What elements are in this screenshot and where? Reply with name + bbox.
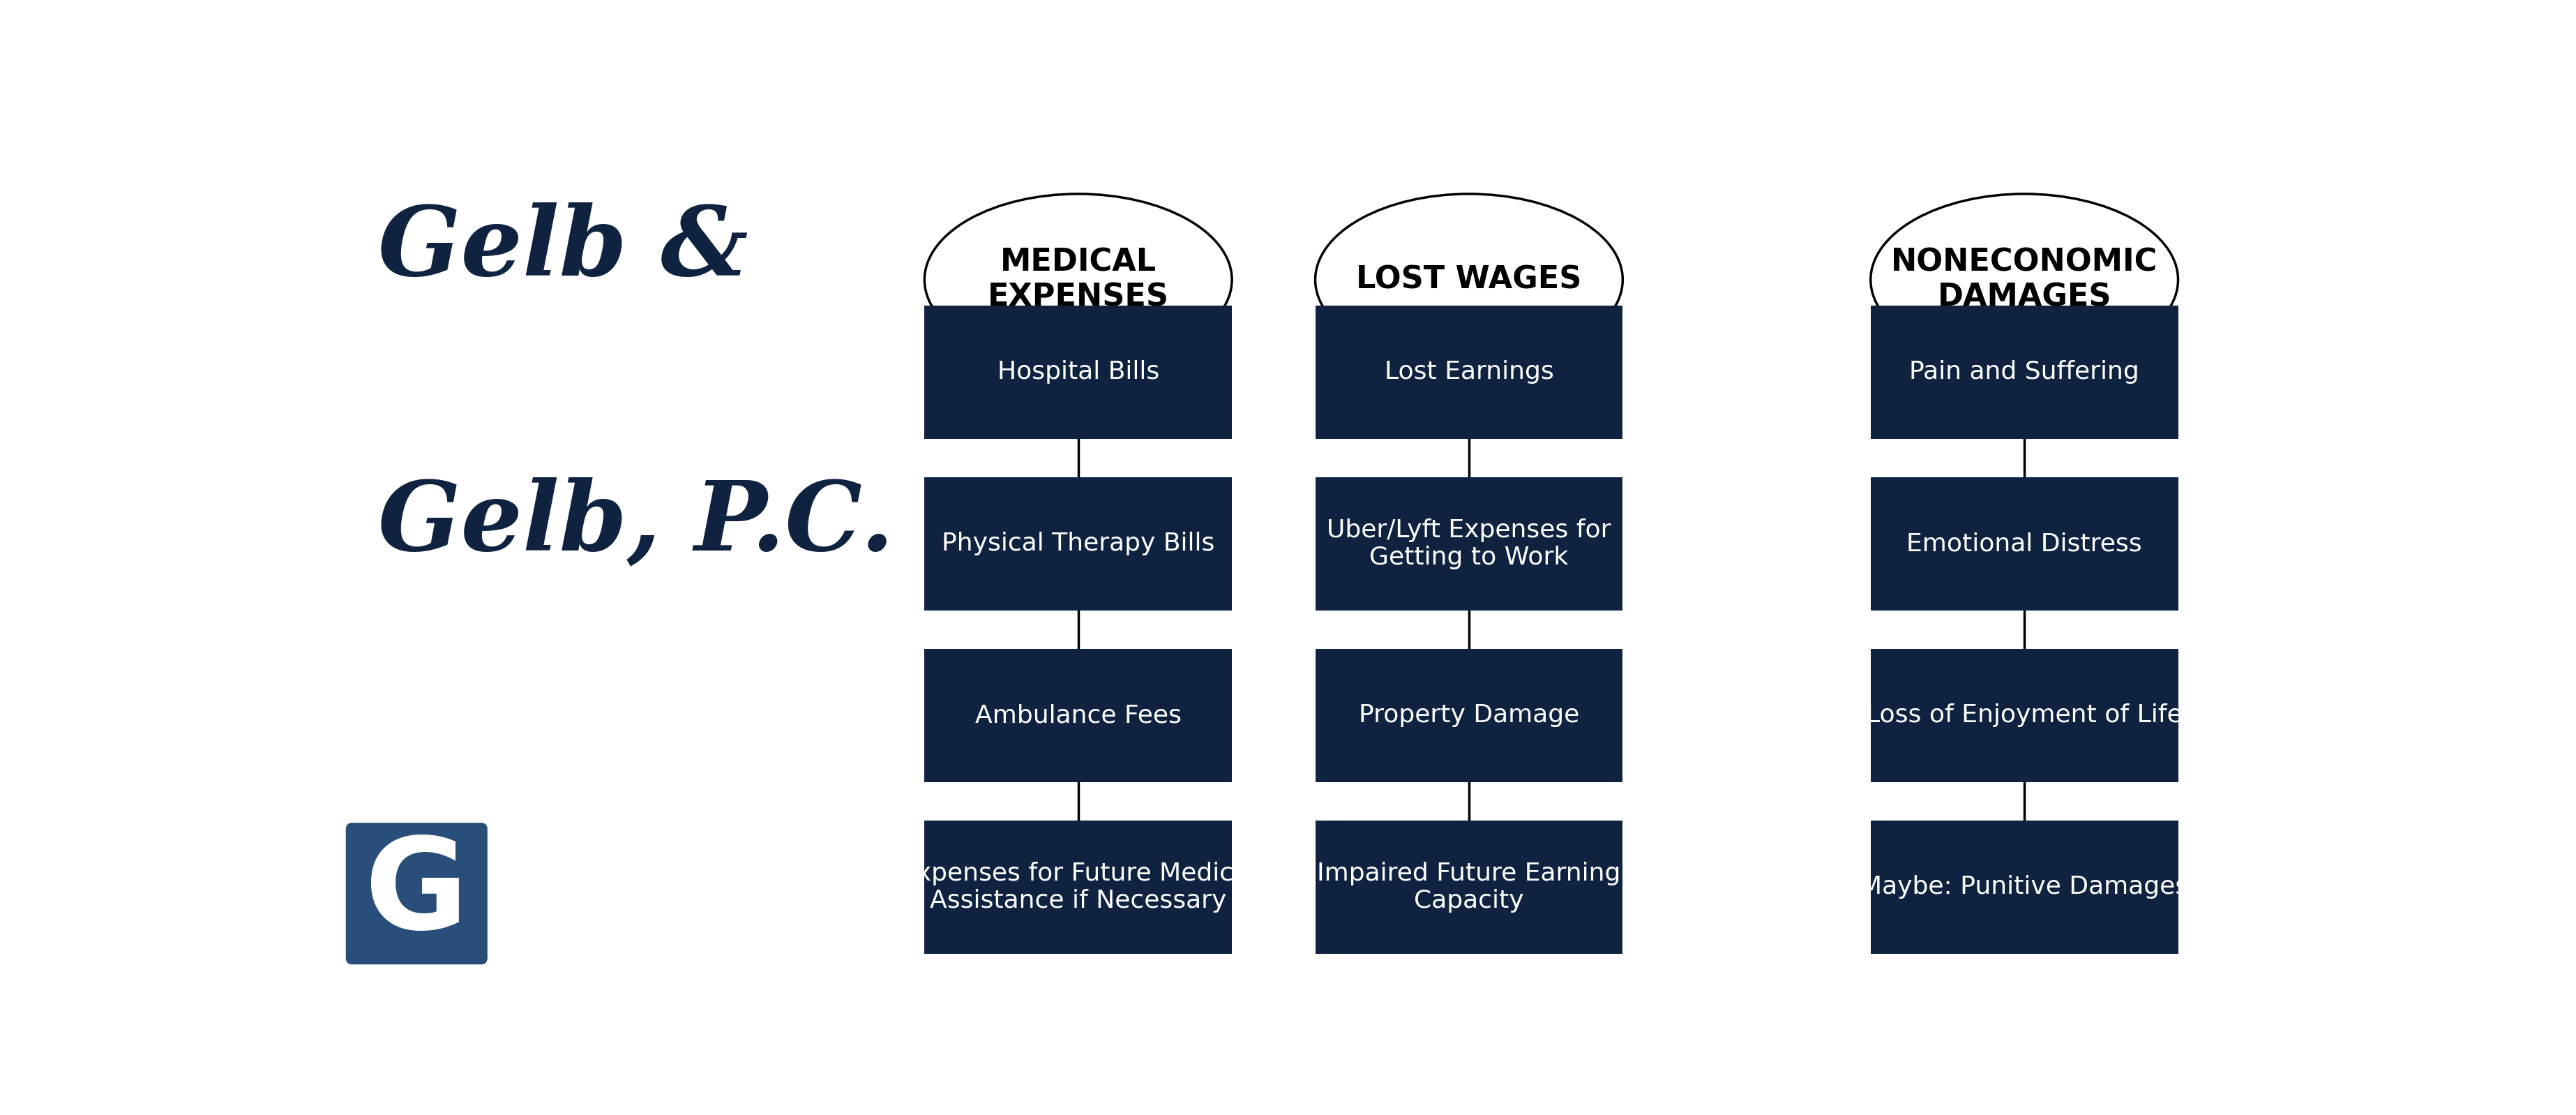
Text: Emotional Distress: Emotional Distress xyxy=(1906,532,2143,555)
FancyBboxPatch shape xyxy=(925,477,1231,610)
Text: G: G xyxy=(366,832,469,956)
FancyBboxPatch shape xyxy=(1870,477,2179,610)
FancyBboxPatch shape xyxy=(345,823,487,964)
Text: Impaired Future Earning
Capacity: Impaired Future Earning Capacity xyxy=(1316,862,1620,913)
FancyBboxPatch shape xyxy=(925,649,1231,782)
Text: Maybe: Punitive Damages: Maybe: Punitive Damages xyxy=(1860,875,2190,899)
Text: MEDICAL
EXPENSES: MEDICAL EXPENSES xyxy=(987,248,1170,312)
Text: Expenses for Future Medical
Assistance if Necessary: Expenses for Future Medical Assistance i… xyxy=(902,862,1255,913)
Ellipse shape xyxy=(925,194,1231,366)
FancyBboxPatch shape xyxy=(1870,306,2179,438)
FancyBboxPatch shape xyxy=(1870,649,2179,782)
Text: Gelb, P.C.: Gelb, P.C. xyxy=(379,477,894,571)
Text: Property Damage: Property Damage xyxy=(1358,704,1579,727)
Text: LOST WAGES: LOST WAGES xyxy=(1355,264,1582,294)
FancyBboxPatch shape xyxy=(1316,821,1623,953)
FancyBboxPatch shape xyxy=(1870,821,2179,953)
Text: Loss of Enjoyment of Life: Loss of Enjoyment of Life xyxy=(1865,704,2182,727)
Text: NONECONOMIC
DAMAGES: NONECONOMIC DAMAGES xyxy=(1891,248,2159,312)
Text: Uber/Lyft Expenses for
Getting to Work: Uber/Lyft Expenses for Getting to Work xyxy=(1327,518,1610,570)
Text: Ambulance Fees: Ambulance Fees xyxy=(976,704,1182,727)
Ellipse shape xyxy=(1870,194,2179,366)
Text: Hospital Bills: Hospital Bills xyxy=(997,360,1159,384)
Text: Pain and Suffering: Pain and Suffering xyxy=(1909,360,2138,384)
FancyBboxPatch shape xyxy=(1316,306,1623,438)
Ellipse shape xyxy=(1316,194,1623,366)
FancyBboxPatch shape xyxy=(925,306,1231,438)
Text: Gelb &: Gelb & xyxy=(379,203,747,295)
FancyBboxPatch shape xyxy=(925,821,1231,953)
Text: Physical Therapy Bills: Physical Therapy Bills xyxy=(943,532,1216,555)
FancyBboxPatch shape xyxy=(1316,477,1623,610)
Text: Lost Earnings: Lost Earnings xyxy=(1383,360,1553,384)
FancyBboxPatch shape xyxy=(1316,649,1623,782)
